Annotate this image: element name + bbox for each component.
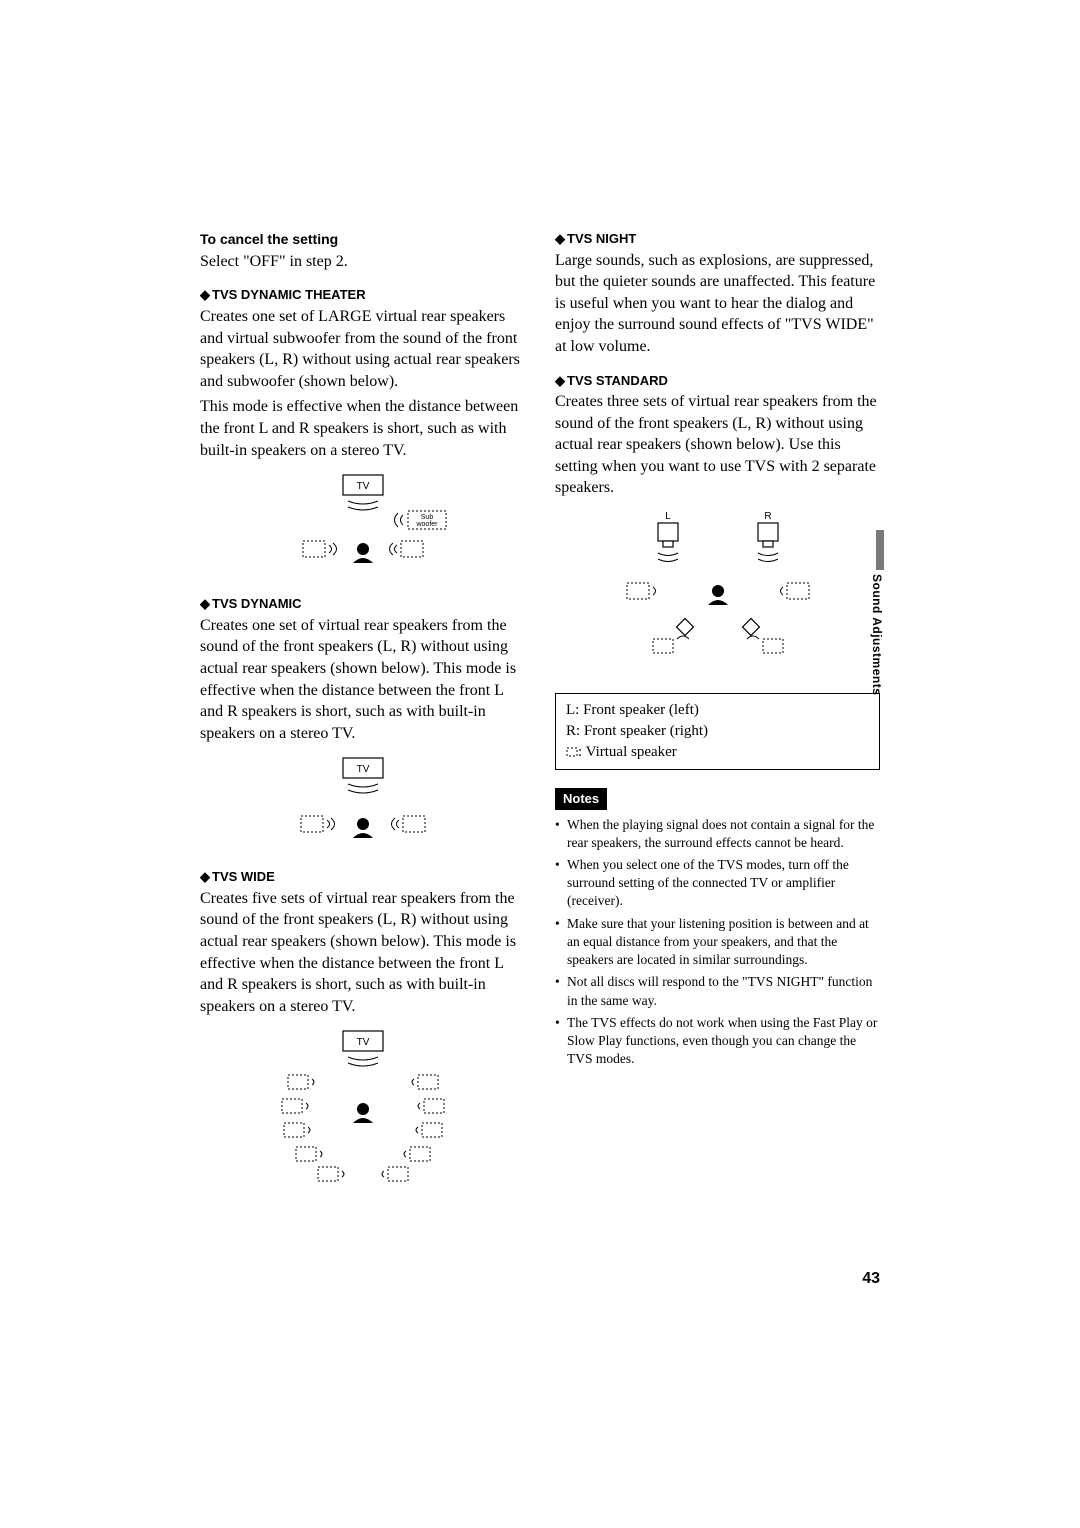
cancel-heading: To cancel the setting xyxy=(200,230,525,249)
svg-text:Sub: Sub xyxy=(420,514,433,521)
wide-p1: Creates five sets of virtual rear speake… xyxy=(200,888,525,1018)
standard-heading: TVS STANDARD xyxy=(555,372,880,390)
listener-icon xyxy=(353,543,373,563)
svg-text:L: L xyxy=(665,511,671,522)
page-number: 43 xyxy=(862,1270,880,1288)
notes-list: When the playing signal does not contain… xyxy=(555,816,880,1069)
page-content: To cancel the setting Select "OFF" in st… xyxy=(200,230,880,1211)
right-column: TVS NIGHT Large sounds, such as explosio… xyxy=(555,230,880,1211)
side-tab-text: Sound Adjustments xyxy=(870,574,884,695)
note-item: Not all discs will respond to the "TVS N… xyxy=(555,973,880,1009)
legend-box: L: Front speaker (left) R: Front speaker… xyxy=(555,693,880,770)
night-heading: TVS NIGHT xyxy=(555,230,880,248)
diagram-dynamic-theater: TV Sub woofer xyxy=(253,471,473,581)
side-tab: Sound Adjustments xyxy=(870,530,890,695)
theater-heading: TVS DYNAMIC THEATER xyxy=(200,286,525,304)
notes-badge: Notes xyxy=(555,788,607,810)
note-item: The TVS effects do not work when using t… xyxy=(555,1014,880,1069)
dynamic-heading: TVS DYNAMIC xyxy=(200,595,525,613)
diagram-standard: L R xyxy=(593,509,843,679)
standard-p1: Creates three sets of virtual rear speak… xyxy=(555,391,880,499)
dynamic-p1: Creates one set of virtual rear speakers… xyxy=(200,615,525,745)
note-item: When the playing signal does not contain… xyxy=(555,816,880,852)
legend-l: L: Front speaker (left) xyxy=(566,700,869,721)
theater-p1: Creates one set of LARGE virtual rear sp… xyxy=(200,306,525,392)
legend-v: : Virtual speaker xyxy=(566,742,869,763)
svg-text:TV: TV xyxy=(356,1037,369,1048)
diagram-wide: TV xyxy=(248,1027,478,1197)
theater-p2: This mode is effective when the distance… xyxy=(200,396,525,461)
svg-text:R: R xyxy=(764,511,771,522)
svg-text:TV: TV xyxy=(356,764,369,775)
note-item: When you select one of the TVS modes, tu… xyxy=(555,856,880,911)
cancel-text: Select "OFF" in step 2. xyxy=(200,251,525,273)
tv-label: TV xyxy=(356,481,369,492)
wide-heading: TVS WIDE xyxy=(200,868,525,886)
legend-r: R: Front speaker (right) xyxy=(566,721,869,742)
side-tab-bar xyxy=(876,530,884,570)
note-item: Make sure that your listening position i… xyxy=(555,915,880,970)
diagram-dynamic: TV xyxy=(263,754,463,854)
svg-text:woofer: woofer xyxy=(415,521,438,528)
left-column: To cancel the setting Select "OFF" in st… xyxy=(200,230,525,1211)
night-p1: Large sounds, such as explosions, are su… xyxy=(555,250,880,358)
